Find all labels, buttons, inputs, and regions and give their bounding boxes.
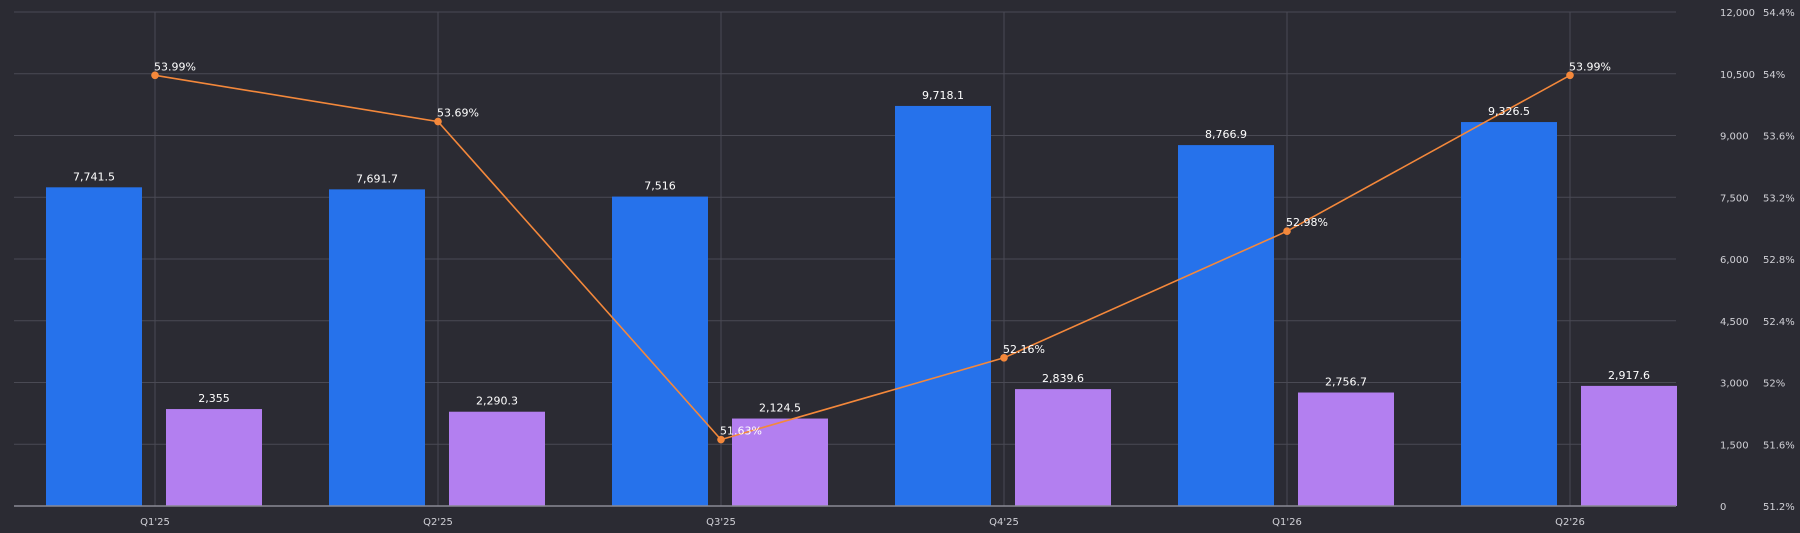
line-value-label: 52.16% (1003, 343, 1045, 356)
line-value-label: 53.69% (437, 107, 479, 120)
bar-series-1 (1461, 122, 1557, 506)
bar-value-label: 2,355 (198, 392, 230, 405)
bar-series-1 (46, 187, 142, 507)
y-left-tick-label: 6,000 (1720, 255, 1749, 266)
bar-value-label: 9,326.5 (1488, 105, 1530, 118)
bar-value-label: 7,741.5 (73, 170, 115, 183)
y-right-tick-label: 54% (1763, 70, 1785, 81)
x-tick-label: Q1'26 (1272, 517, 1302, 528)
bar-value-label: 2,839.6 (1042, 372, 1084, 385)
bar-series-1 (1178, 145, 1274, 506)
y-right-tick-label: 53.6% (1763, 132, 1795, 143)
y-left-tick-label: 12,000 (1720, 8, 1755, 19)
x-tick-label: Q4'25 (989, 517, 1019, 528)
bars (46, 105, 1677, 507)
y-left-tick-label: 7,500 (1720, 193, 1749, 204)
x-tick-label: Q3'25 (706, 517, 736, 528)
axes: 0 1,500 3,000 4,500 6,000 7,500 9,000 10,500 12,… (14, 8, 1795, 528)
line-point (434, 117, 442, 126)
bar-value-label: 2,124.5 (759, 402, 801, 415)
percent-line (151, 71, 1574, 444)
bar-value-label: 2,290.3 (476, 395, 518, 408)
bar-value-label: 7,516 (644, 180, 676, 193)
line-series (154, 74, 1571, 441)
bar-value-label: 2,917.6 (1608, 369, 1650, 382)
line-point (1283, 227, 1291, 236)
line-point (1000, 354, 1008, 362)
line-value-label: 53.99% (154, 60, 196, 73)
y-right-tick-label: 54.4% (1763, 8, 1795, 19)
line-point (1566, 71, 1574, 80)
bar-series-2 (166, 409, 262, 506)
x-tick-label: Q2'25 (423, 517, 453, 528)
y-left-tick-label: 4,500 (1720, 317, 1749, 328)
y-right-tick-label: 52.4% (1763, 317, 1795, 328)
y-left-tick-label: 3,000 (1720, 379, 1749, 390)
y-left-tick-label: 9,000 (1720, 132, 1749, 143)
bar-value-label: 2,756.7 (1325, 376, 1367, 389)
y-right-tick-label: 52.8% (1763, 255, 1795, 266)
y-right-tick-label: 51.6% (1763, 440, 1795, 451)
data-labels: 7,741.5 7,691.7 7,516 9,718.1 8,766.9 9,326.5… (73, 60, 1650, 437)
bar-series-2 (732, 418, 828, 506)
y-left-tick-label: 0 (1720, 502, 1726, 513)
bar-value-label: 7,691.7 (356, 172, 398, 185)
bar-series-2 (1581, 385, 1677, 506)
y-left-tick-label: 1,500 (1720, 440, 1749, 451)
bar-series-1 (329, 189, 425, 507)
line-value-label: 51.63% (720, 425, 762, 438)
bar-series-2 (1298, 392, 1394, 506)
y-left-tick-label: 10,500 (1720, 70, 1755, 81)
bar-series-2 (449, 411, 545, 506)
x-tick-label: Q2'26 (1555, 517, 1585, 528)
bar-series-1 (612, 196, 708, 506)
bar-value-label: 9,718.1 (922, 89, 964, 102)
line-point (717, 435, 725, 444)
line-value-label: 53.99% (1569, 60, 1611, 73)
bar-series-2 (1015, 389, 1111, 506)
line-value-label: 52.98% (1286, 216, 1328, 229)
x-tick-label: Q1'25 (140, 517, 170, 528)
gridlines (14, 11, 1676, 507)
y-right-tick-label: 52% (1763, 379, 1785, 390)
line-point (151, 71, 159, 80)
bar-value-label: 8,766.9 (1205, 128, 1247, 141)
bar-series-1 (895, 105, 991, 506)
y-right-tick-label: 51.2% (1763, 502, 1795, 513)
y-right-tick-label: 53.2% (1763, 193, 1795, 204)
vertical-gridlines (154, 12, 1571, 506)
